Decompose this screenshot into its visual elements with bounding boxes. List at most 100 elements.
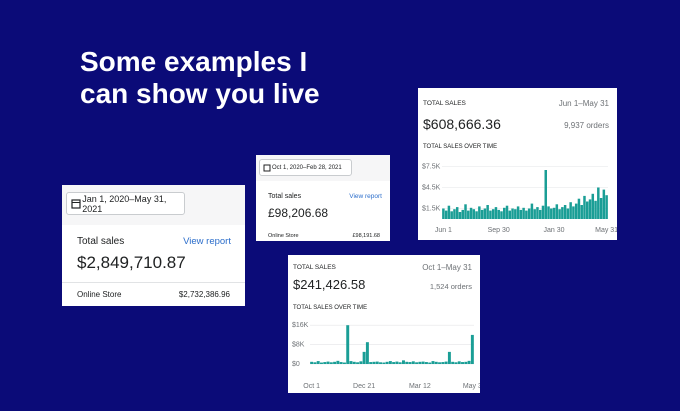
bar xyxy=(547,206,550,219)
bar xyxy=(503,207,506,219)
bar xyxy=(572,206,575,219)
calendar-icon xyxy=(71,198,81,209)
bar xyxy=(467,360,471,364)
bar xyxy=(536,207,539,219)
chart-title: TOTAL SALES OVER TIME xyxy=(423,144,498,150)
bar xyxy=(489,210,492,219)
bar xyxy=(372,361,376,364)
x-tick-label: May 31 xyxy=(595,227,617,234)
bar xyxy=(382,362,386,364)
bar xyxy=(550,208,553,219)
bar xyxy=(605,195,608,219)
bar xyxy=(431,361,435,364)
bar xyxy=(421,361,425,364)
bar xyxy=(392,362,396,364)
bar xyxy=(356,362,360,364)
y-tick-label: $0 xyxy=(292,361,300,368)
bar xyxy=(310,361,314,364)
bar xyxy=(411,361,415,364)
bar xyxy=(447,205,451,219)
date-range: Jun 1–May 31 xyxy=(558,99,609,108)
view-report[interactable]: View report xyxy=(349,193,382,200)
card: TOTAL SALES Jun 1–May 31 $608,666.36 9,9… xyxy=(418,88,617,240)
orders: 1,524 orders xyxy=(429,282,472,291)
bar xyxy=(450,211,453,219)
card-title: Total sales xyxy=(268,193,302,200)
total: $241,426.58 xyxy=(293,277,366,292)
card-title: TOTAL SALES xyxy=(293,264,336,271)
bar xyxy=(365,342,369,364)
view-report[interactable]: View report xyxy=(183,236,231,247)
bar xyxy=(455,207,459,219)
bar xyxy=(454,362,458,364)
date-range: Oct 1–May 31 xyxy=(422,263,472,272)
bar xyxy=(580,205,583,219)
bar xyxy=(500,211,503,219)
bar xyxy=(602,189,606,219)
bar xyxy=(558,209,561,219)
bar xyxy=(424,362,428,364)
date-range: Jan 1, 2020–May 31, 2021 xyxy=(82,193,167,214)
total: £98,206.68 xyxy=(268,206,329,220)
headline-line: can show you live xyxy=(80,78,320,109)
card: Oct 1, 2020–Feb 28, 2021 Total sales Vie… xyxy=(256,155,390,241)
bar xyxy=(457,361,461,364)
bar xyxy=(516,206,520,219)
bar xyxy=(405,361,409,364)
bar xyxy=(313,362,317,364)
x-tick-label: Oct 1 xyxy=(303,383,320,390)
bar xyxy=(469,207,473,219)
y-tick-label: $7.5K xyxy=(422,163,441,170)
bar xyxy=(442,208,445,219)
bar xyxy=(316,361,320,364)
bar xyxy=(586,201,589,219)
bar xyxy=(497,209,500,219)
bar xyxy=(398,362,402,364)
bar xyxy=(458,212,462,219)
bar xyxy=(561,207,564,219)
bar xyxy=(555,204,559,219)
bar xyxy=(352,361,356,364)
total: $2,849,710.87 xyxy=(77,253,186,272)
divider xyxy=(62,282,245,283)
row-value: $2,732,386.96 xyxy=(178,290,230,299)
bar xyxy=(533,209,536,219)
x-tick-label: Dec 21 xyxy=(353,383,375,390)
bar xyxy=(326,361,330,364)
bar xyxy=(566,208,570,219)
bar xyxy=(336,360,340,364)
bar xyxy=(461,362,464,364)
x-tick-label: Jan 30 xyxy=(544,227,565,234)
bar xyxy=(342,362,346,364)
bar xyxy=(494,207,498,219)
bar xyxy=(522,207,525,219)
bar xyxy=(530,203,534,219)
bar xyxy=(362,351,366,364)
bar xyxy=(379,362,382,364)
bar xyxy=(527,208,531,219)
x-tick-label: Jun 1 xyxy=(435,227,452,234)
bar xyxy=(583,195,586,219)
total: $608,666.36 xyxy=(423,116,501,132)
bar xyxy=(486,205,489,219)
bar xyxy=(525,210,528,219)
bar xyxy=(563,205,567,219)
bar xyxy=(478,206,481,219)
bar xyxy=(320,362,323,364)
bar xyxy=(408,362,412,364)
bar xyxy=(453,209,456,219)
row-label: Online Store xyxy=(268,233,299,239)
bar xyxy=(491,209,495,219)
y-tick-label: $8K xyxy=(292,341,305,348)
bar xyxy=(470,334,474,364)
bar xyxy=(388,361,392,364)
date-button[interactable]: Jan 1, 2020–May 31, 2021 xyxy=(66,192,185,215)
bar xyxy=(541,205,545,219)
row-label: Online Store xyxy=(77,290,122,299)
bar xyxy=(480,209,484,219)
card: Jan 1, 2020–May 31, 2021 Total sales Vie… xyxy=(62,185,245,306)
bar xyxy=(505,205,509,219)
date-button[interactable]: Oct 1, 2020–Feb 28, 2021 xyxy=(259,159,352,176)
bar xyxy=(415,362,419,364)
